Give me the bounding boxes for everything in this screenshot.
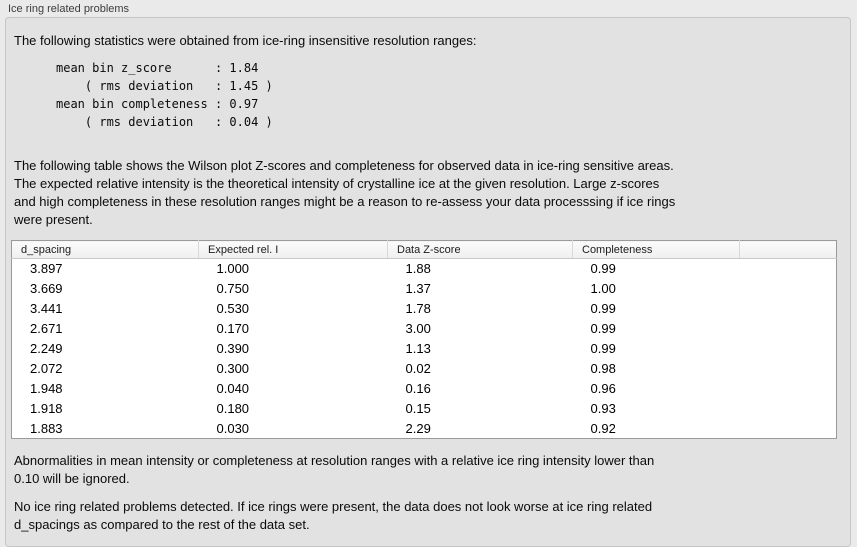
table-cell-filler [740,319,837,339]
stats-block: mean bin z_score : 1.84 ( rms deviation … [56,61,273,129]
table-cell-filler [740,259,837,279]
table-row[interactable]: 2.072 0.300 0.02 0.98 [12,359,837,379]
table-cell: 1.37 [405,281,431,296]
column-header-expected-rel-i[interactable]: Expected rel. I [198,240,388,259]
table-cell: 0.99 [590,301,616,316]
table-cell-filler [740,339,837,359]
table-cell-filler [740,379,837,399]
ice-ring-table: d_spacing Expected rel. I Data Z-score C… [11,240,837,439]
table-cell: 0.300 [216,361,250,376]
table-cell: 0.98 [590,361,616,376]
table-cell: 0.040 [216,381,250,396]
table-cell-filler [740,359,837,379]
panel-title: Ice ring related problems [8,3,130,15]
table-cell: 1.13 [405,341,431,356]
table-cell: 0.92 [590,420,616,436]
column-header-data-z-score[interactable]: Data Z-score [387,240,573,259]
table-header-row: d_spacing Expected rel. I Data Z-score C… [11,240,837,259]
table-row[interactable]: 3.669 0.750 1.37 1.00 [12,279,837,299]
table-body: 3.897 1.000 1.88 0.99 3.669 0.750 1.37 1.00 3.44… [12,259,837,439]
table-cell-filler [740,299,837,319]
table-cell: 0.93 [590,401,616,416]
table-cell: 0.180 [216,401,250,416]
table-row[interactable]: 1.948 0.040 0.16 0.96 [12,379,837,399]
table-cell: 0.99 [590,321,616,336]
table-cell: 1.78 [405,301,431,316]
table-cell: 2.249 [30,341,63,356]
table-cell: 0.99 [590,341,616,356]
table-cell: 2.671 [30,321,63,336]
table-row[interactable]: 1.883 0.030 2.29 0.92 [12,419,837,439]
table-cell: 1.88 [405,261,431,277]
table-cell: 0.16 [405,381,431,396]
table-row[interactable]: 3.897 1.000 1.88 0.99 [12,259,837,279]
table-row[interactable]: 2.249 0.390 1.13 0.99 [12,339,837,359]
table-cell: 0.99 [590,261,616,277]
table-cell: 0.02 [405,361,431,376]
table-cell: 2.072 [30,361,63,376]
table-cell-filler [740,399,837,419]
table-cell: 1.00 [590,281,616,296]
table-cell: 0.170 [216,321,250,336]
table-cell: 1.000 [216,261,250,277]
table-cell: 1.948 [30,381,63,396]
ignore-note-text: Abnormalities in mean intensity or compl… [14,453,655,486]
table-row[interactable]: 3.441 0.530 1.78 0.99 [12,299,837,319]
table-cell: 0.15 [405,401,431,416]
table-cell: 1.918 [30,401,63,416]
conclusion-text: No ice ring related problems detected. I… [14,499,653,532]
description-text: The following table shows the Wilson plo… [14,158,676,227]
ice-ring-report-page: { "panel": { "title": "Ice ring related … [5,3,851,547]
table-cell: 0.530 [216,301,250,316]
column-header-completeness[interactable]: Completeness [572,240,740,259]
table-cell: 3.669 [30,281,63,296]
column-header-filler [739,240,837,259]
table-row[interactable]: 2.671 0.170 3.00 0.99 [12,319,837,339]
table-cell: 0.96 [590,381,616,396]
table-cell: 3.897 [30,261,63,277]
intro-text: The following statistics were obtained f… [14,33,477,48]
table-cell-filler [740,419,837,439]
table-row[interactable]: 1.918 0.180 0.15 0.93 [12,399,837,419]
table-cell: 0.750 [216,281,250,296]
table-cell: 3.00 [405,321,431,336]
table-cell: 0.390 [216,341,250,356]
table-cell: 2.29 [405,420,431,436]
column-header-d-spacing[interactable]: d_spacing [11,240,199,259]
ice-ring-panel: The following statistics were obtained f… [5,17,851,547]
table-cell: 3.441 [30,301,63,316]
table-cell: 0.030 [216,420,250,436]
table-cell: 1.883 [30,420,63,436]
table-cell-filler [740,279,837,299]
